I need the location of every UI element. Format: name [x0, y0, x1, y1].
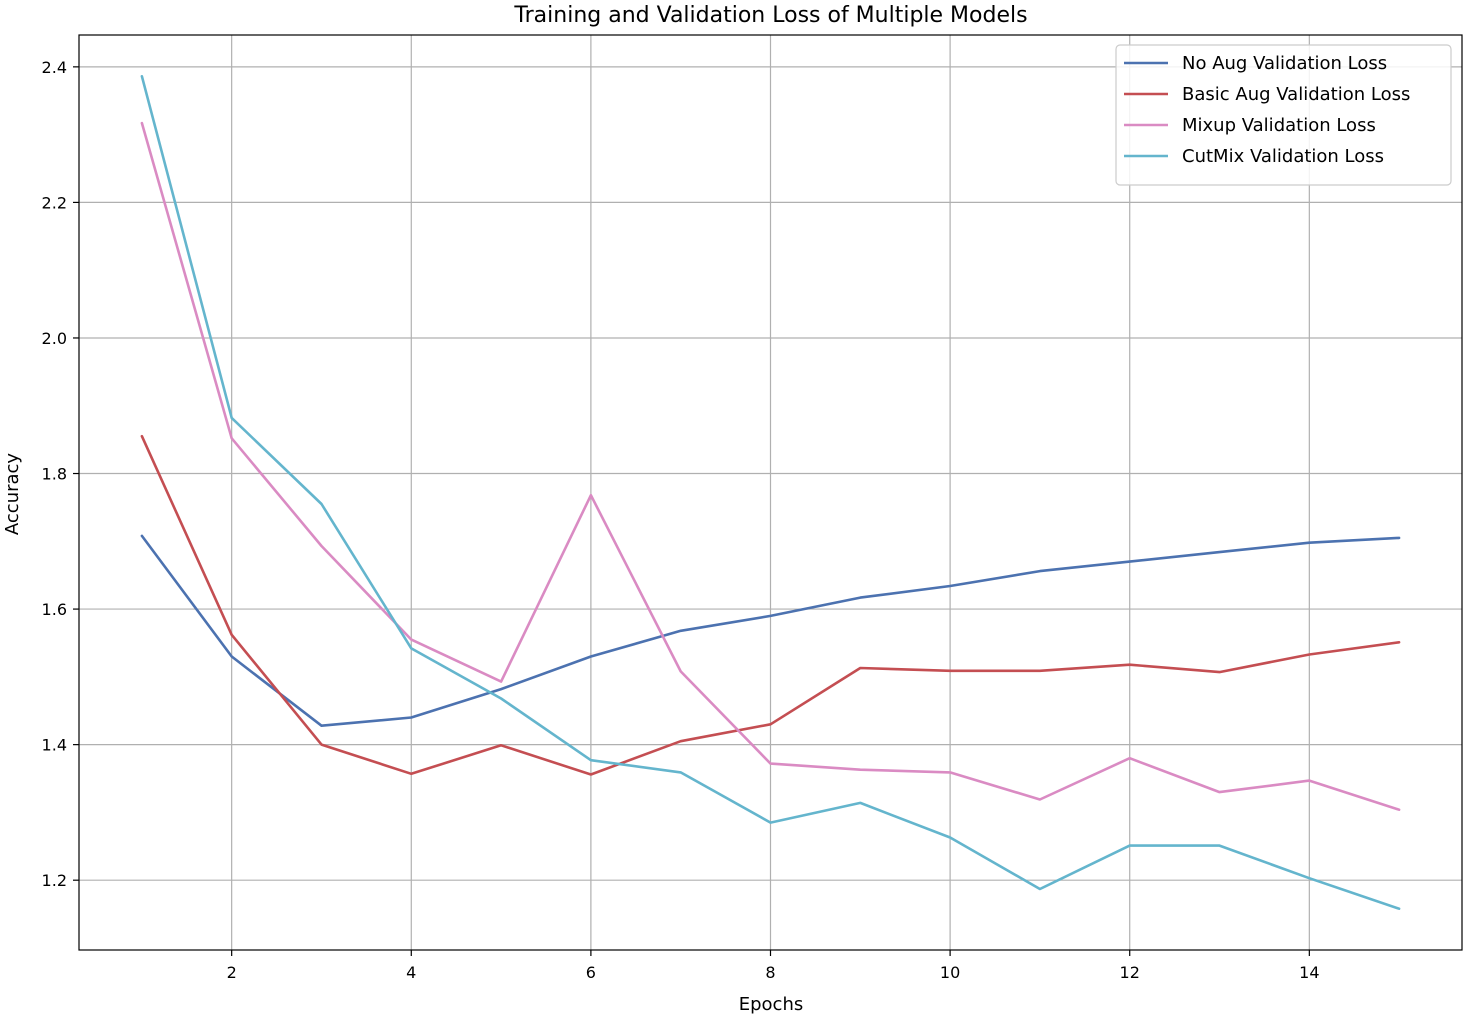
- y-tick-label: 2.0: [42, 329, 67, 348]
- chart-title: Training and Validation Loss of Multiple…: [513, 3, 1027, 28]
- y-tick-label: 1.8: [42, 465, 67, 484]
- x-tick-label: 6: [586, 963, 596, 982]
- legend-entry: CutMix Validation Loss: [1182, 146, 1384, 167]
- x-tick-label: 14: [1299, 963, 1319, 982]
- series-line-4: [140, 75, 1401, 911]
- x-tick-label: 12: [1120, 963, 1140, 982]
- legend-box: [1115, 44, 1452, 186]
- y-tick-label: 1.2: [42, 871, 67, 890]
- x-tick-label: 10: [940, 963, 960, 982]
- legend-entry: No Aug Validation Loss: [1182, 53, 1387, 74]
- x-tick-label: 8: [765, 963, 775, 982]
- axis-ticks: 2 4 6 8 10 12 14 1.2 1.4 1.6 1.8 2.0 2.2 2.4: [42, 58, 1320, 982]
- series-line-2: [140, 434, 1401, 776]
- series-line-1: [140, 534, 1401, 728]
- x-axis-label: Epochs: [739, 994, 804, 1015]
- y-tick-label: 1.6: [42, 600, 67, 619]
- y-tick-label: 2.2: [42, 193, 67, 212]
- x-tick-label: 4: [406, 963, 416, 982]
- y-axis-label: Accuracy: [2, 453, 23, 536]
- legend-entry: Mixup Validation Loss: [1182, 115, 1376, 136]
- y-tick-label: 2.4: [42, 58, 67, 77]
- series-layer: [140, 75, 1401, 911]
- legend-entry: Basic Aug Validation Loss: [1182, 84, 1410, 105]
- y-tick-label: 1.4: [42, 736, 67, 755]
- series-line-3: [140, 121, 1401, 812]
- x-tick-label: 2: [227, 963, 237, 982]
- legend: No Aug Validation Loss Basic Aug Validati…: [1115, 44, 1452, 186]
